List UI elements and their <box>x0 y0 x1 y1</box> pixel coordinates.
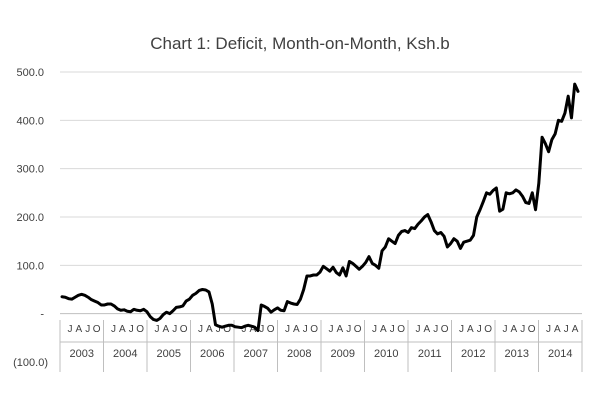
y-tick-label: 300.0 <box>16 164 44 176</box>
month-tick-label: J <box>416 324 421 335</box>
month-tick-label: J <box>216 324 221 335</box>
year-tick-label: 2003 <box>70 348 94 360</box>
month-tick-label: J <box>520 324 525 335</box>
year-tick-label: 2007 <box>244 348 268 360</box>
year-tick-label: 2006 <box>200 348 224 360</box>
year-tick-label: 2004 <box>113 348 137 360</box>
month-tick-label: O <box>354 324 362 335</box>
month-tick-label: J <box>477 324 482 335</box>
series-line-deficit <box>60 82 580 333</box>
y-tick-label: - <box>40 309 44 321</box>
year-tick-label: 2013 <box>505 348 529 360</box>
month-tick-label: J <box>129 324 134 335</box>
month-tick-label: O <box>223 324 231 335</box>
month-tick-label: A <box>76 324 83 335</box>
y-tick-label: (100.0) <box>13 357 48 369</box>
y-tick-label: 100.0 <box>16 260 44 272</box>
month-tick-label: J <box>242 324 247 335</box>
month-tick-label: J <box>564 324 569 335</box>
month-tick-label: A <box>572 324 579 335</box>
month-tick-label: J <box>329 324 334 335</box>
month-tick-label: A <box>467 324 474 335</box>
month-tick-label: O <box>310 324 318 335</box>
gridlines <box>60 71 582 266</box>
month-tick-label: J <box>198 324 203 335</box>
year-tick-label: 2008 <box>287 348 311 360</box>
month-tick-label: J <box>346 324 351 335</box>
month-tick-label: A <box>163 324 170 335</box>
month-tick-label: J <box>303 324 308 335</box>
month-tick-label: A <box>424 324 431 335</box>
month-tick-label: J <box>433 324 438 335</box>
month-tick-label: O <box>528 324 536 335</box>
month-tick-label: J <box>372 324 377 335</box>
year-tick-label: 2005 <box>157 348 181 360</box>
y-tick-label: 500.0 <box>16 67 44 79</box>
month-tick-label: J <box>546 324 551 335</box>
month-tick-label: J <box>459 324 464 335</box>
month-tick-label: A <box>511 324 518 335</box>
year-tick-label: 2014 <box>548 348 572 360</box>
y-tick-label: 400.0 <box>16 115 44 127</box>
month-tick-label: J <box>285 324 290 335</box>
chart-title: Chart 1: Deficit, Month-on-Month, Ksh.b <box>150 34 450 53</box>
month-tick-label: O <box>136 324 144 335</box>
month-tick-label: A <box>206 324 213 335</box>
month-tick-label: O <box>180 324 188 335</box>
month-tick-label: O <box>93 324 101 335</box>
series-layer <box>60 82 580 333</box>
year-tick-label: 2010 <box>374 348 398 360</box>
month-tick-label: A <box>250 324 257 335</box>
month-tick-label: J <box>503 324 508 335</box>
month-tick-label: A <box>293 324 300 335</box>
month-tick-label: J <box>111 324 116 335</box>
month-tick-label: A <box>337 324 344 335</box>
month-tick-label: J <box>85 324 90 335</box>
month-tick-label: J <box>68 324 73 335</box>
month-tick-label: J <box>390 324 395 335</box>
month-tick-label: A <box>119 324 126 335</box>
month-tick-label: J <box>155 324 160 335</box>
month-tick-label: O <box>484 324 492 335</box>
month-tick-label: J <box>259 324 264 335</box>
month-tick-label: J <box>172 324 177 335</box>
y-axis-ticks: 500.0 400.0 300.0 200.0 100.0 - (100.0) <box>13 67 48 369</box>
month-tick-label: A <box>554 324 561 335</box>
month-tick-label: O <box>397 324 405 335</box>
year-tick-label: 2012 <box>461 348 485 360</box>
year-tick-label: 2011 <box>418 348 442 360</box>
year-tick-label: 2009 <box>331 348 355 360</box>
month-tick-label: O <box>267 324 275 335</box>
y-tick-label: 200.0 <box>16 212 44 224</box>
month-tick-label: O <box>441 324 449 335</box>
month-tick-label: A <box>380 324 387 335</box>
